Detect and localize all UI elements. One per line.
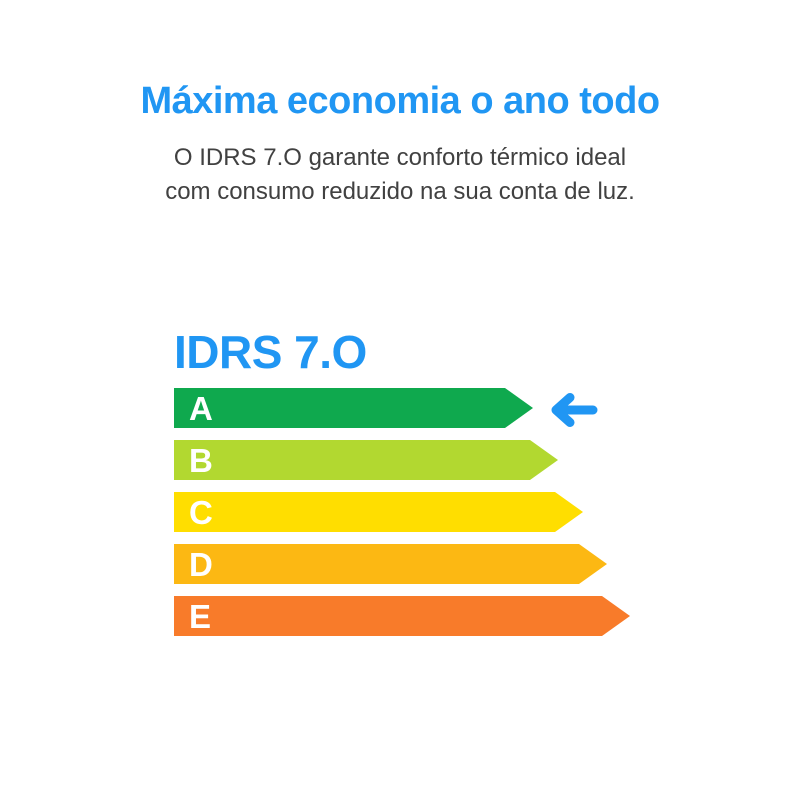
subtitle: O IDRS 7.O garante conforto térmico idea… xyxy=(0,141,800,209)
energy-rating-chart: A B C D E xyxy=(174,388,630,648)
left-arrow-stroke xyxy=(551,393,598,427)
chart-title: IDRS 7.O xyxy=(174,326,367,378)
left-arrow-icon xyxy=(551,393,598,427)
rating-letter-c: C xyxy=(189,493,213,531)
rating-letter-d: D xyxy=(189,545,213,583)
rating-bar-b: B xyxy=(174,440,558,480)
rating-letter-a: A xyxy=(189,389,213,427)
rating-letter-b: B xyxy=(189,441,213,479)
rating-letter-e: E xyxy=(189,597,212,635)
rating-bar-a: A xyxy=(174,388,533,428)
rating-bar-d: D xyxy=(174,544,607,584)
rating-bar-c: C xyxy=(174,492,583,532)
page-title: Máxima economia o ano todo xyxy=(140,80,660,122)
subtitle-line-1: O IDRS 7.O garante conforto térmico idea… xyxy=(173,144,627,171)
subtitle-line-2: com consumo reduzido na sua conta de luz… xyxy=(165,178,635,205)
rating-bar-e: E xyxy=(174,596,630,636)
